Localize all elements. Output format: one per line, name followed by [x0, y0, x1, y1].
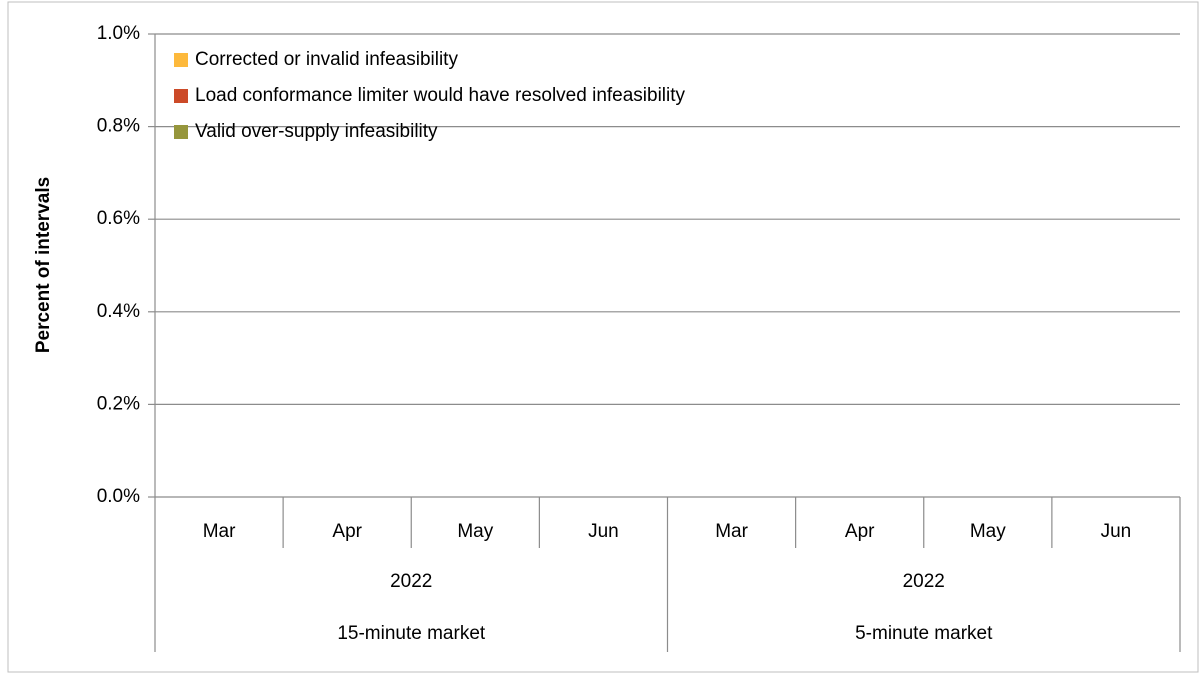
x-tick-label: May — [457, 521, 493, 542]
legend-label: Valid over-supply infeasibility — [195, 121, 438, 142]
legend-swatch — [174, 53, 188, 67]
chart-frame — [7, 1, 1199, 673]
y-tick-label: 0.6% — [97, 208, 140, 229]
year-label: 2022 — [390, 571, 432, 592]
x-tick-label: Mar — [203, 521, 236, 542]
group-label: 15-minute market — [337, 623, 486, 644]
legend-label: Corrected or invalid infeasibility — [195, 49, 458, 70]
y-tick-label: 0.8% — [97, 116, 140, 137]
x-tick-label: Jun — [1101, 521, 1132, 542]
y-tick-label: 0.2% — [97, 393, 140, 414]
y-tick-label: 0.4% — [97, 301, 140, 322]
x-tick-label: May — [970, 521, 1006, 542]
legend-label: Load conformance limiter would have reso… — [195, 85, 686, 106]
y-tick-label: 0.0% — [97, 486, 140, 507]
x-tick-label: Mar — [715, 521, 748, 542]
y-tick-label: 1.0% — [97, 23, 140, 44]
group-label: 5-minute market — [855, 623, 993, 644]
y-axis-label: Percent of intervals — [33, 177, 54, 353]
legend-swatch — [174, 89, 188, 103]
x-tick-label: Apr — [332, 521, 362, 542]
x-tick-label: Jun — [588, 521, 619, 542]
legend-swatch — [174, 125, 188, 139]
x-tick-label: Apr — [845, 521, 875, 542]
year-label: 2022 — [903, 571, 945, 592]
